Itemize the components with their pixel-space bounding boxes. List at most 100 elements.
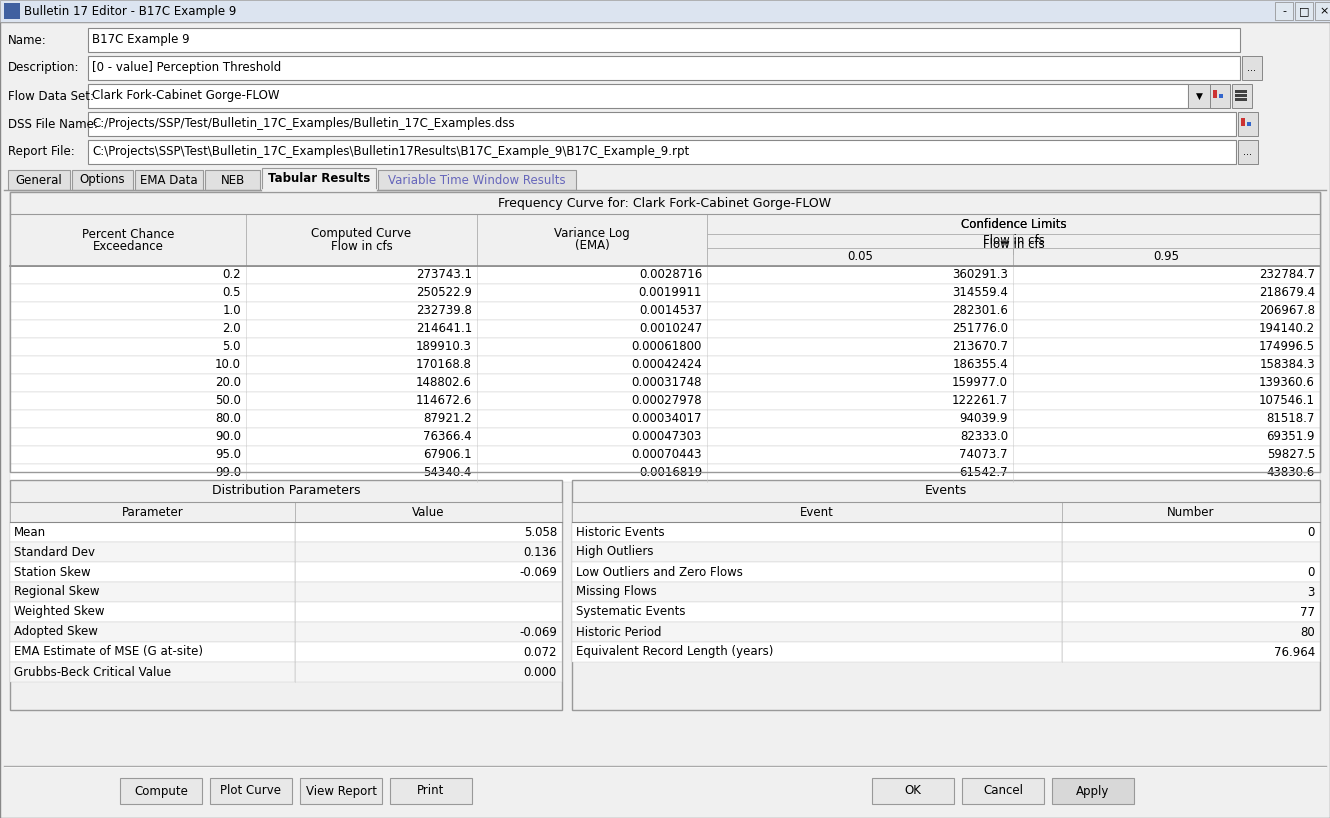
Bar xyxy=(88,140,1236,164)
Text: Regional Skew: Regional Skew xyxy=(15,586,100,599)
Text: 0.00034017: 0.00034017 xyxy=(632,412,702,425)
Text: 67906.1: 67906.1 xyxy=(423,448,472,461)
Bar xyxy=(11,302,1319,320)
Bar xyxy=(708,248,1013,266)
Bar xyxy=(120,778,202,804)
Bar xyxy=(1241,118,1245,126)
Bar xyxy=(390,778,472,804)
Text: 0.2: 0.2 xyxy=(222,268,241,281)
Bar xyxy=(11,522,295,542)
Bar xyxy=(708,234,1319,248)
Text: Apply: Apply xyxy=(1076,784,1109,798)
Text: □: □ xyxy=(1299,6,1309,16)
Text: Variance Log: Variance Log xyxy=(555,227,630,240)
Bar xyxy=(11,192,1319,472)
Text: 10.0: 10.0 xyxy=(215,358,241,371)
Text: EMA Estimate of MSE (G at-site): EMA Estimate of MSE (G at-site) xyxy=(15,645,203,658)
Bar xyxy=(1052,778,1134,804)
Text: ...: ... xyxy=(1248,63,1257,73)
Bar xyxy=(301,778,382,804)
Text: Tabular Results: Tabular Results xyxy=(267,173,370,186)
Text: 0.072: 0.072 xyxy=(524,645,557,658)
Bar xyxy=(11,192,1319,472)
Bar xyxy=(962,778,1044,804)
Bar xyxy=(1061,522,1319,542)
Text: [0 - value] Perception Threshold: [0 - value] Perception Threshold xyxy=(92,61,281,74)
Bar xyxy=(572,582,1061,602)
Bar xyxy=(11,374,1319,392)
Bar xyxy=(1248,122,1252,126)
Text: 232784.7: 232784.7 xyxy=(1260,268,1315,281)
Bar xyxy=(11,338,1319,356)
Bar xyxy=(1238,140,1258,164)
Text: -0.069: -0.069 xyxy=(519,565,557,578)
Text: 148802.6: 148802.6 xyxy=(416,376,472,389)
Bar xyxy=(11,562,295,582)
Bar xyxy=(88,84,1188,108)
Text: DSS File Name:: DSS File Name: xyxy=(8,118,98,131)
Text: 273743.1: 273743.1 xyxy=(416,268,472,281)
Text: Plot Curve: Plot Curve xyxy=(221,784,282,798)
Text: 0.0019911: 0.0019911 xyxy=(638,286,702,299)
Text: Options: Options xyxy=(80,173,125,187)
Text: Flow in cfs: Flow in cfs xyxy=(983,237,1044,250)
Text: 0.00070443: 0.00070443 xyxy=(632,448,702,461)
Bar xyxy=(572,622,1061,642)
Bar xyxy=(1061,642,1319,662)
Text: (EMA): (EMA) xyxy=(575,240,609,253)
Text: Print: Print xyxy=(418,784,444,798)
Text: Frequency Curve for: Clark Fork-Cabinet Gorge-FLOW: Frequency Curve for: Clark Fork-Cabinet … xyxy=(499,196,831,209)
Text: 0.00027978: 0.00027978 xyxy=(632,394,702,407)
Bar xyxy=(295,562,563,582)
Text: Event: Event xyxy=(801,506,834,519)
Text: 159977.0: 159977.0 xyxy=(952,376,1008,389)
Bar xyxy=(8,170,69,190)
Text: 61542.7: 61542.7 xyxy=(959,466,1008,479)
Text: Adopted Skew: Adopted Skew xyxy=(15,626,98,639)
Text: 50.0: 50.0 xyxy=(215,394,241,407)
Text: 1.0: 1.0 xyxy=(222,304,241,317)
Text: Name:: Name: xyxy=(8,34,47,47)
Bar xyxy=(11,542,295,562)
Bar xyxy=(1061,622,1319,642)
Text: 0.00047303: 0.00047303 xyxy=(632,430,702,443)
Text: Historic Events: Historic Events xyxy=(576,525,665,538)
Bar xyxy=(1236,94,1248,97)
Text: 77: 77 xyxy=(1299,605,1315,618)
Text: Historic Period: Historic Period xyxy=(576,626,661,639)
Text: Missing Flows: Missing Flows xyxy=(576,586,657,599)
Text: OK: OK xyxy=(904,784,922,798)
Text: 94039.9: 94039.9 xyxy=(959,412,1008,425)
Text: Flow in cfs: Flow in cfs xyxy=(983,235,1044,248)
Bar xyxy=(210,778,293,804)
Bar xyxy=(295,622,563,642)
Text: 114672.6: 114672.6 xyxy=(416,394,472,407)
Bar xyxy=(246,214,477,266)
Text: 82333.0: 82333.0 xyxy=(960,430,1008,443)
Text: General: General xyxy=(16,173,63,187)
Text: Mean: Mean xyxy=(15,525,47,538)
Bar xyxy=(1061,602,1319,622)
Text: 0.000: 0.000 xyxy=(524,666,557,678)
Bar xyxy=(1232,84,1252,108)
Bar xyxy=(477,214,708,266)
Text: Percent Chance: Percent Chance xyxy=(82,227,174,240)
Text: ▼: ▼ xyxy=(1196,92,1202,101)
Bar xyxy=(88,112,1236,136)
Text: 232739.8: 232739.8 xyxy=(416,304,472,317)
Bar xyxy=(11,662,295,682)
Bar xyxy=(11,446,1319,464)
Text: 20.0: 20.0 xyxy=(215,376,241,389)
Text: 282301.6: 282301.6 xyxy=(952,304,1008,317)
Bar xyxy=(1220,94,1224,98)
Bar xyxy=(1236,90,1248,93)
Text: C:\Projects\SSP\Test\Bulletin_17C_Examples\Bulletin17Results\B17C_Example_9\B17C: C:\Projects\SSP\Test\Bulletin_17C_Exampl… xyxy=(92,146,689,159)
Text: 122261.7: 122261.7 xyxy=(952,394,1008,407)
Text: 99.0: 99.0 xyxy=(215,466,241,479)
Bar xyxy=(1061,562,1319,582)
Bar xyxy=(11,428,1319,446)
Text: 54340.4: 54340.4 xyxy=(424,466,472,479)
Bar xyxy=(295,522,563,542)
Text: 0: 0 xyxy=(1307,525,1315,538)
Text: Report File:: Report File: xyxy=(8,146,74,159)
